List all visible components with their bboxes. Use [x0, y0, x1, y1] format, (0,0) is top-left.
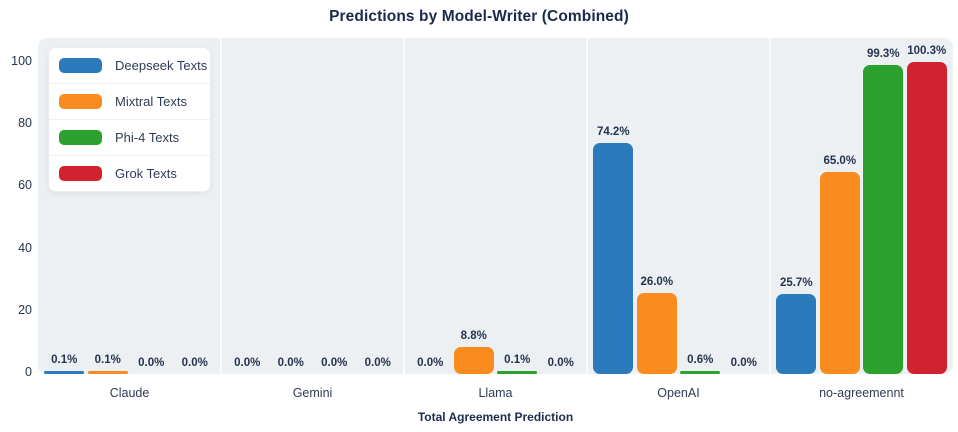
value-label-phi-4-texts-gemini: 0.0% [321, 357, 348, 369]
bar-mixtral-texts-openai[interactable] [636, 293, 677, 374]
value-label-phi-4-texts-no-agreemennt: 99.3% [866, 48, 900, 61]
value-label-deepseek-texts-gemini: 0.0% [234, 357, 261, 369]
legend-label-phi-4-texts: Phi-4 Texts [115, 130, 180, 145]
bar-mixtral-texts-llama[interactable] [453, 346, 494, 374]
value-label-phi-4-texts-openai: 0.6% [687, 354, 714, 366]
value-label-grok-texts-no-agreemennt: 100.3% [907, 45, 947, 58]
value-label-mixtral-texts-no-agreemennt: 65.0% [823, 154, 857, 167]
bar-mixtral-texts-no-agreemennt[interactable] [819, 171, 860, 374]
value-label-phi-4-texts-claude: 0.0% [138, 357, 165, 369]
value-label-deepseek-texts-openai: 74.2% [596, 126, 630, 139]
legend-label-grok-texts: Grok Texts [115, 166, 177, 181]
legend-swatch-phi-4-texts [59, 130, 102, 145]
legend: Deepseek Texts Mixtral Texts Phi-4 Texts… [48, 47, 211, 192]
bar-deepseek-texts-openai[interactable] [593, 143, 634, 374]
bar-phi-4-texts-no-agreemennt[interactable] [863, 65, 904, 374]
bar-phi-4-texts-openai[interactable] [680, 371, 721, 374]
x-axis-title: Total Agreement Prediction [417, 410, 574, 424]
bar-grok-texts-no-agreemennt[interactable] [906, 62, 947, 374]
x-category-label-llama: Llama [478, 386, 513, 400]
legend-label-deepseek-texts: Deepseek Texts [115, 58, 208, 73]
value-label-deepseek-texts-llama: 0.0% [417, 357, 444, 369]
legend-item-phi-4-texts[interactable]: Phi-4 Texts [49, 120, 210, 156]
value-label-grok-texts-llama: 0.0% [547, 357, 574, 369]
y-tick-label-100: 100 [11, 54, 32, 68]
value-label-deepseek-texts-claude: 0.1% [51, 354, 78, 366]
value-label-mixtral-texts-claude: 0.1% [94, 354, 121, 366]
panel-separator [586, 38, 588, 374]
legend-swatch-grok-texts [59, 166, 102, 181]
value-label-mixtral-texts-gemini: 0.0% [277, 357, 304, 369]
bar-mixtral-texts-claude[interactable] [87, 371, 128, 374]
panel-separator [220, 38, 222, 374]
x-category-label-openai: OpenAI [657, 386, 700, 400]
legend-swatch-deepseek-texts [59, 58, 102, 73]
y-tick-label-80: 80 [18, 116, 32, 131]
panel-separator [403, 38, 405, 374]
legend-item-deepseek-texts[interactable]: Deepseek Texts [49, 48, 210, 84]
legend-label-mixtral-texts: Mixtral Texts [115, 94, 187, 109]
chart-title: Predictions by Model-Writer (Combined) [329, 8, 629, 25]
y-tick-label-40: 40 [18, 240, 32, 255]
x-category-label-gemini: Gemini [292, 386, 333, 400]
legend-item-grok-texts[interactable]: Grok Texts [49, 156, 210, 191]
y-tick-label-20: 20 [18, 302, 32, 317]
panel-separator [769, 38, 771, 374]
y-tick-label-60: 60 [18, 178, 32, 193]
legend-item-mixtral-texts[interactable]: Mixtral Texts [49, 84, 210, 120]
value-label-mixtral-texts-openai: 26.0% [640, 276, 674, 289]
legend-swatch-mixtral-texts [59, 94, 102, 109]
value-label-deepseek-texts-no-agreemennt: 25.7% [779, 277, 813, 290]
value-label-grok-texts-openai: 0.0% [730, 357, 757, 369]
y-tick-label-0: 0 [25, 365, 32, 379]
bar-phi-4-texts-llama[interactable] [497, 371, 538, 374]
bar-deepseek-texts-no-agreemennt[interactable] [776, 294, 817, 374]
value-label-phi-4-texts-llama: 0.1% [504, 354, 531, 366]
x-category-label-no-agreemennt: no-agreemennt [819, 386, 904, 400]
bar-deepseek-texts-claude[interactable] [44, 371, 85, 374]
x-category-label-claude: Claude [109, 386, 150, 400]
value-label-grok-texts-gemini: 0.0% [364, 357, 391, 369]
value-label-grok-texts-claude: 0.0% [181, 357, 208, 369]
value-label-mixtral-texts-llama: 8.8% [460, 329, 487, 342]
